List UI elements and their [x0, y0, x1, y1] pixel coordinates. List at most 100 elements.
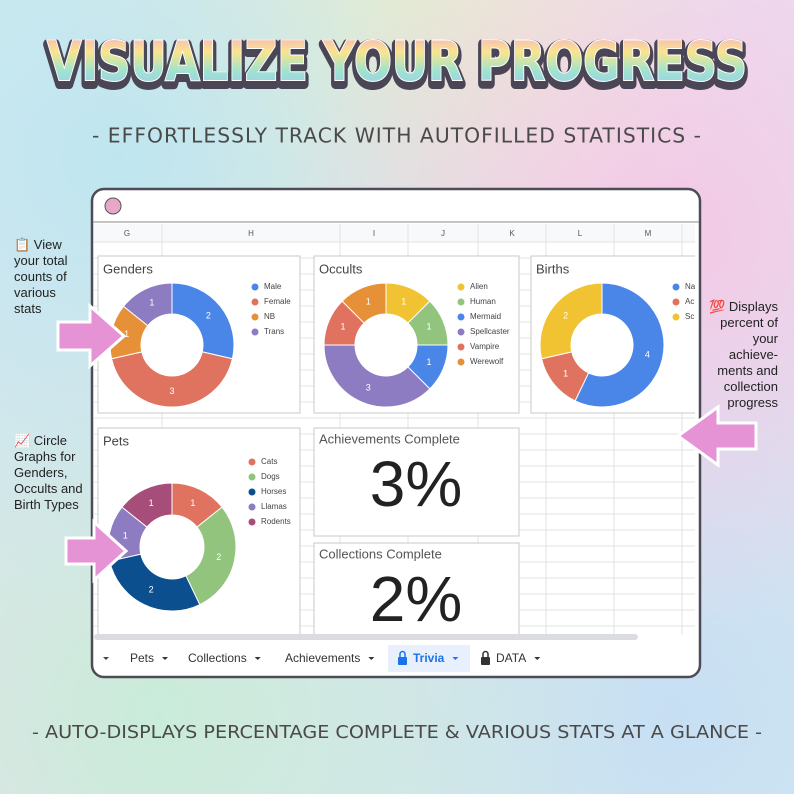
legend-label: Dogs [261, 472, 280, 481]
tab-caret [162, 657, 169, 660]
slice-label: 3 [366, 382, 371, 392]
legend-swatch [672, 283, 680, 291]
legend-label: Na bo [685, 282, 707, 291]
slice-label: 2 [563, 310, 568, 320]
donut-slice [110, 351, 234, 408]
legend-swatch [457, 328, 465, 336]
slice-label: 1 [123, 531, 128, 541]
legend-swatch [457, 298, 465, 306]
scorecard-value: 2% [370, 563, 463, 635]
lock-icon [398, 657, 407, 665]
slice-label: 2 [206, 310, 211, 320]
tab-caret [452, 657, 459, 660]
legend-label: Mermaid [470, 312, 501, 321]
page-subtitle: - EFFORTLESSLY TRACK WITH AUTOFILLED STA… [92, 124, 702, 148]
slice-label: 1 [149, 498, 154, 508]
donut-slice [121, 482, 173, 528]
scorecard [313, 542, 520, 635]
sheet-tab[interactable]: Collections [188, 651, 247, 665]
legend-swatch [248, 458, 256, 466]
legend-swatch [457, 343, 465, 351]
chart-title: Genders [103, 261, 153, 276]
legend-label: Male [264, 282, 282, 291]
slice-label: 1 [426, 322, 431, 332]
lock-icon [481, 657, 490, 665]
donut-slice [539, 282, 603, 360]
scorecard-value: 3% [370, 448, 463, 520]
column-header: G [124, 229, 130, 238]
slice-label: 2 [149, 585, 154, 595]
slice-label: 4 [645, 350, 650, 360]
slice-label: 3 [169, 386, 174, 396]
donut-slice [171, 282, 235, 360]
column-header: I [373, 229, 375, 238]
sheet-tab[interactable]: Achievements [285, 651, 360, 665]
slice-label: 1 [149, 297, 154, 307]
legend-label: Rodents [261, 517, 291, 526]
sheet-tab[interactable]: DATA [496, 651, 526, 665]
slice-label: 1 [563, 368, 568, 378]
column-header: K [509, 229, 515, 238]
window-button[interactable] [104, 197, 122, 215]
column-header: J [441, 229, 445, 238]
lock-shackle [482, 650, 489, 657]
legend-swatch [672, 313, 680, 321]
tab-bar: Pets Collections Achievements Trivia DATA [103, 650, 541, 665]
side-note: 💯 Displays percent of your achieve-ments… [709, 299, 778, 410]
page-footer: - AUTO-DISPLAYS PERCENTAGE COMPLETE & VA… [32, 722, 762, 743]
legend-swatch [248, 518, 256, 526]
slice-label: 2 [216, 552, 221, 562]
scrollbar[interactable] [94, 634, 638, 640]
tab-caret [534, 657, 541, 660]
donut-slice [574, 282, 665, 408]
legend-swatch [248, 473, 256, 481]
legend-label: Werewolf [470, 357, 504, 366]
slice-label: 1 [341, 322, 346, 332]
donut-slice [122, 282, 173, 327]
legend-swatch [251, 298, 259, 306]
legend-label: Vampire [470, 342, 500, 351]
page-title: VISUALIZE YOUR PROGRESS [47, 30, 747, 93]
scorecard-title: Achievements Complete [319, 431, 460, 446]
slice-label: 1 [426, 357, 431, 367]
tab-caret [368, 657, 375, 660]
legend-swatch [672, 298, 680, 306]
pointer-arrow [64, 518, 129, 584]
legend-label: Alien [470, 282, 488, 291]
pointer-arrow [675, 404, 758, 468]
column-header: L [578, 229, 583, 238]
scorecard-title: Collections Complete [319, 546, 442, 561]
legend-swatch [457, 358, 465, 366]
chart-title: Births [536, 261, 570, 276]
scorecard [313, 427, 520, 537]
sheet-tab[interactable]: Pets [130, 651, 154, 665]
legend-label: Human [470, 297, 496, 306]
legend-swatch [251, 283, 259, 291]
chart-title: Pets [103, 433, 130, 448]
tab-caret [103, 657, 109, 660]
legend-swatch [248, 488, 256, 496]
donut-slice [323, 344, 431, 408]
column-header-bar [94, 224, 695, 242]
legend-swatch [248, 503, 256, 511]
legend-label: Ac [685, 297, 694, 306]
legend-label: NB [264, 312, 275, 321]
legend-label: Female [264, 297, 291, 306]
column-header: H [248, 229, 254, 238]
legend-swatch [457, 283, 465, 291]
legend-swatch [251, 328, 259, 336]
lock-shackle [399, 650, 406, 657]
legend-swatch [251, 313, 259, 321]
slice-label: 1 [190, 498, 195, 508]
legend-label: Trans [264, 327, 284, 336]
side-note: 📋 View your total counts of various stat… [14, 237, 68, 316]
title-shadow: VISUALIZE YOUR PROGRESS [47, 34, 747, 97]
sheet-tab[interactable]: Trivia [413, 651, 445, 665]
tab-caret [254, 657, 261, 660]
legend-swatch [457, 313, 465, 321]
legend-label: Cats [261, 457, 277, 466]
pointer-arrow [56, 302, 127, 370]
